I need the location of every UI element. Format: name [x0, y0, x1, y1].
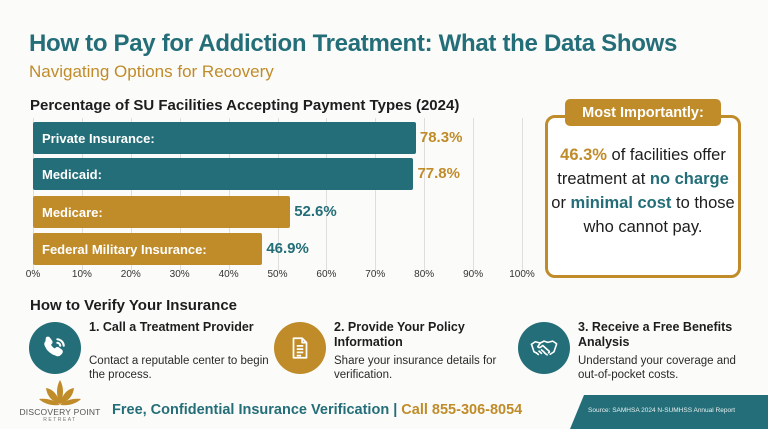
cta-phone[interactable]: Call 855-306-8054 [401, 402, 523, 418]
x-tick-label: 70% [365, 269, 386, 280]
callout-stat: 46.3% [560, 146, 607, 164]
discovery-point-logo: DISCOVERY POINT RETREAT [14, 378, 106, 426]
callout-text-part: of facilities offer treatment at [557, 146, 726, 188]
x-tick-label: 0% [25, 269, 41, 280]
gridline [33, 118, 34, 270]
x-tick-label: 10% [71, 269, 92, 280]
x-tick-label: 80% [414, 269, 435, 280]
bar: Medicaid: [33, 158, 414, 190]
x-axis: 0% 10% 20% 30% 40% 50% 60% 70% 80% 90% 100% [26, 269, 535, 283]
step-description: Share your insurance details for verific… [334, 355, 497, 381]
handshake-icon [518, 322, 570, 374]
gridline [375, 118, 377, 270]
verify-section-title: How to Verify Your Insurance [30, 297, 237, 314]
callout-text-part: or [551, 194, 571, 212]
step-title: 2. Provide Your Policy Information [334, 320, 465, 349]
lotus-icon [39, 380, 81, 406]
x-tick-label: 50% [267, 269, 288, 280]
bar-category-label: Federal Military Insurance: [42, 241, 207, 257]
step-title: 3. Receive a Free Benefits Analysis [578, 320, 733, 349]
x-tick-label: 60% [316, 269, 337, 280]
cta-banner: Free, Confidential Insurance Verificatio… [112, 402, 522, 418]
x-tick-label: 40% [218, 269, 239, 280]
step-description: Understand your coverage and out-of-pock… [578, 355, 736, 381]
step-description: Contact a reputable center to begin the … [89, 355, 269, 381]
bar-category-label: Medicare: [42, 204, 103, 220]
bar-category-label: Medicaid: [42, 166, 102, 182]
x-tick-label: 100% [509, 269, 535, 280]
callout-highlight-no-charge: no charge [649, 170, 729, 188]
callout-text-part: to those who cannot pay. [583, 194, 735, 236]
source-citation: Source: SAMHSA 2024 N-SUMHSS Annual Repo… [588, 407, 736, 414]
source-band [570, 395, 768, 429]
gridline [81, 118, 83, 270]
bar: Private Insurance: [33, 122, 416, 154]
bar-value-label: 78.3% [419, 129, 463, 146]
x-tick-label: 20% [120, 269, 141, 280]
page-subtitle: Navigating Options for Recovery [29, 62, 274, 81]
bar-chart: Private Insurance: 78.3% Medicaid: 77.8% Med… [33, 118, 523, 270]
gridline [424, 118, 426, 270]
callout-text: 46.3% of facilities offer treatment at n… [548, 143, 738, 239]
bar-value-label: 52.6% [294, 203, 337, 220]
callout-box [545, 115, 741, 278]
cta-text: Free, Confidential Insurance Verificatio… [112, 402, 402, 418]
chart-title: Percentage of SU Facilities Accepting Pa… [30, 97, 460, 114]
gridline [179, 118, 181, 270]
gridline [326, 118, 328, 270]
page-title: How to Pay for Addiction Treatment: What… [29, 30, 677, 57]
bar: Federal Military Insurance: [33, 233, 263, 265]
callout-badge: Most Importantly: [565, 99, 721, 126]
logo-subtitle: RETREAT [43, 417, 77, 423]
gridline [522, 118, 523, 270]
phone-icon [29, 322, 81, 374]
gridline [130, 118, 132, 270]
gridline [473, 118, 475, 270]
logo-name: DISCOVERY POINT [19, 407, 101, 417]
callout-highlight-minimal-cost: minimal cost [570, 194, 672, 212]
bar-value-label: 46.9% [266, 240, 309, 257]
document-icon [274, 322, 326, 374]
gridline [228, 118, 230, 270]
bar-category-label: Private Insurance: [42, 130, 155, 146]
bar: Medicare: [33, 196, 291, 228]
x-tick-label: 30% [169, 269, 190, 280]
gridline [277, 118, 279, 270]
step-title: 1. Call a Treatment Provider [89, 320, 254, 334]
x-tick-label: 90% [463, 269, 484, 280]
bar-value-label: 77.8% [417, 165, 460, 182]
